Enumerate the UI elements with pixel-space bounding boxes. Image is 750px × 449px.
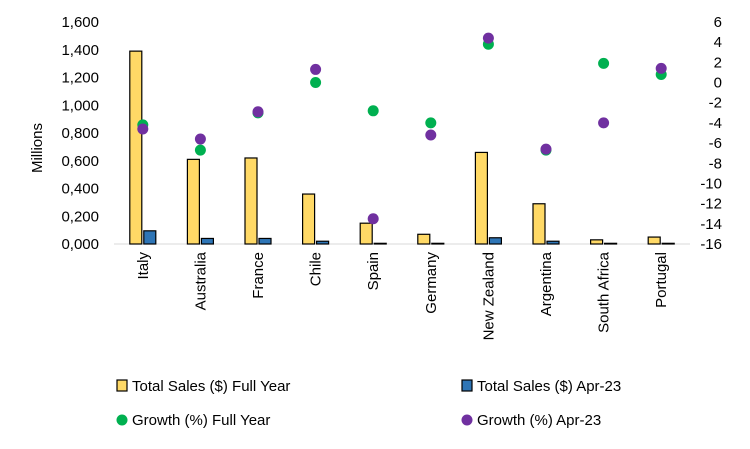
point-growth-full-year-3	[310, 77, 322, 89]
bar-apr-23-8	[603, 242, 618, 245]
point-growth-apr-23-2	[252, 106, 264, 118]
bar-apr-23-6	[488, 237, 502, 245]
bar-full-year-2	[244, 157, 258, 245]
bar-full-year-0	[129, 50, 143, 245]
bar-full-year-1	[186, 158, 200, 245]
y-tick-label: 1,600	[61, 14, 99, 31]
point-growth-apr-23-8	[598, 117, 610, 129]
bar-full-year-4	[359, 222, 373, 245]
legend: Total Sales ($) Full Year Total Sales ($)…	[116, 378, 621, 429]
bar-apr-23-7	[546, 240, 560, 245]
point-growth-apr-23-5	[425, 129, 437, 141]
point-growth-full-year-4	[367, 105, 379, 117]
y-tick-label: 1,200	[61, 70, 99, 87]
bar-apr-23-4	[373, 242, 387, 245]
y2-tick-label: 2	[714, 54, 722, 71]
x-tick-label: Germany	[423, 252, 440, 314]
bar-apr-23-5	[431, 242, 445, 245]
x-tick-label: Chile	[308, 252, 325, 286]
y-tick-label: 0,000	[61, 236, 99, 253]
point-growth-apr-23-6	[482, 32, 494, 44]
x-tick-label: France	[250, 252, 267, 299]
y2-tick-label: 0	[714, 75, 722, 92]
x-tick-label: Australia	[192, 251, 209, 310]
y-tick-label: 0,200	[61, 208, 99, 225]
y-tick-label: 1,000	[61, 97, 99, 114]
bar-apr-23-1	[200, 237, 214, 245]
bars	[129, 50, 675, 245]
point-growth-apr-23-4	[367, 213, 379, 225]
legend-swatch-0	[116, 379, 128, 392]
y2-tick-label: 4	[714, 34, 722, 51]
y-tick-label: 0,400	[61, 181, 99, 198]
y2-tick-label: -12	[700, 196, 722, 213]
y-tick-label: 1,400	[61, 42, 99, 59]
point-growth-apr-23-0	[137, 123, 149, 135]
x-tick-label: Italy	[135, 252, 152, 280]
x-axis-labels: Italy Australia France Chile Spain Germany New…	[135, 251, 670, 340]
legend-marker-2	[116, 414, 128, 426]
y2-tick-label: 6	[714, 14, 722, 31]
bar-full-year-3	[302, 193, 316, 245]
point-growth-full-year-5	[425, 117, 437, 129]
y2-tick-label: -10	[700, 175, 722, 192]
x-tick-label: Portugal	[653, 252, 670, 308]
bar-apr-23-2	[258, 237, 272, 245]
bar-full-year-7	[532, 203, 546, 245]
y-axis-title: Millions	[29, 123, 46, 173]
x-tick-label: New Zealand	[480, 252, 497, 340]
y2-tick-label: -6	[709, 135, 722, 152]
point-growth-apr-23-1	[194, 133, 206, 145]
points	[137, 32, 667, 225]
bar-full-year-9	[647, 236, 661, 245]
point-growth-full-year-1	[194, 144, 206, 156]
legend-label: Growth (%) Apr-23	[477, 412, 601, 429]
y-tick-label: 0,800	[61, 125, 99, 142]
bar-apr-23-0	[143, 230, 157, 245]
bar-full-year-8	[589, 239, 604, 245]
bar-full-year-5	[417, 233, 431, 245]
y2-tick-label: -4	[709, 115, 722, 132]
legend-label: Total Sales ($) Full Year	[132, 378, 290, 395]
x-tick-label: Argentina	[538, 251, 555, 316]
bar-apr-23-3	[316, 240, 330, 245]
y-tick-label: 0,600	[61, 153, 99, 170]
y2-axis-ticks: 6 4 2 0 -2 -4 -6 -8 -10 -12 -14 -16	[700, 14, 722, 253]
point-growth-apr-23-9	[655, 62, 667, 74]
point-growth-apr-23-3	[310, 63, 322, 75]
x-tick-label: South Africa	[596, 251, 613, 333]
legend-marker-3	[461, 414, 473, 426]
legend-label: Growth (%) Full Year	[132, 412, 270, 429]
y2-tick-label: -16	[700, 236, 722, 253]
y2-tick-label: -8	[709, 155, 722, 172]
point-growth-apr-23-7	[540, 143, 552, 155]
legend-swatch-1	[461, 379, 473, 392]
y2-tick-label: -14	[700, 216, 722, 233]
y2-tick-label: -2	[709, 95, 722, 112]
y-axis-ticks: 0,000 0,200 0,400 0,600 0,800 1,000 1,200 1,400…	[61, 14, 99, 253]
x-tick-label: Spain	[365, 252, 382, 290]
bar-apr-23-9	[661, 242, 675, 245]
legend-label: Total Sales ($) Apr-23	[477, 378, 621, 395]
bar-full-year-6	[474, 151, 488, 245]
point-growth-full-year-8	[598, 57, 610, 69]
